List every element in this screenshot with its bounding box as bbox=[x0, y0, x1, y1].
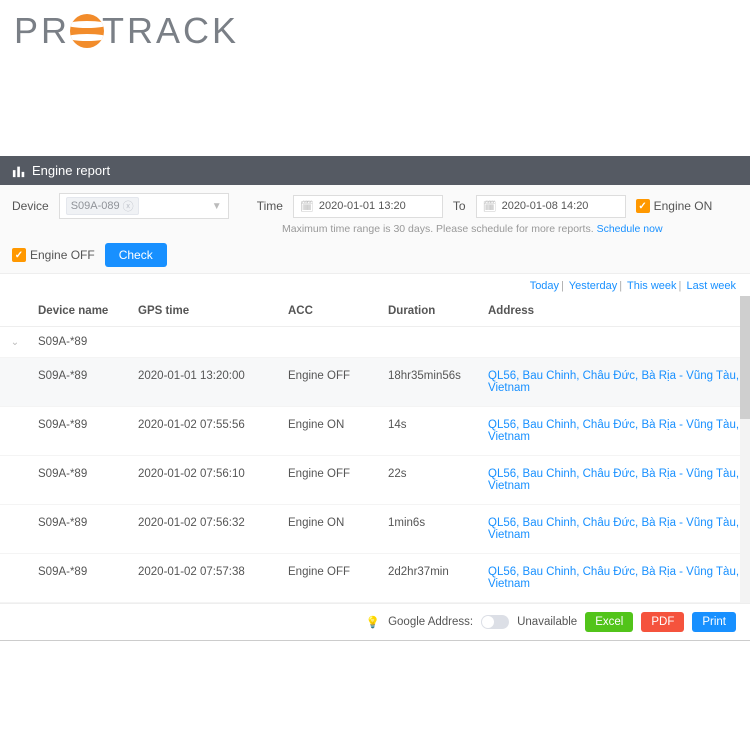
cell-device: S09A-*89 bbox=[30, 407, 130, 456]
device-label: Device bbox=[12, 199, 49, 213]
calendar-icon: 🗓 bbox=[300, 200, 314, 213]
cell-device: S09A-*89 bbox=[30, 456, 130, 505]
cell-address[interactable]: QL56, Bau Chinh, Châu Đức, Bà Rịa - Vũng… bbox=[480, 407, 750, 456]
cell-gps: 2020-01-01 13:20:00 bbox=[130, 358, 280, 407]
cell-address[interactable]: QL56, Bau Chinh, Châu Đức, Bà Rịa - Vũng… bbox=[480, 554, 750, 603]
cell-gps: 2020-01-02 07:56:32 bbox=[130, 505, 280, 554]
calendar-icon: 🗓 bbox=[483, 200, 497, 213]
bars-icon bbox=[12, 164, 26, 178]
cell-device: S09A-*89 bbox=[30, 554, 130, 603]
time-hint: Maximum time range is 30 days. Please sc… bbox=[12, 223, 738, 235]
report-title: Engine report bbox=[32, 163, 110, 178]
chevron-down-icon: ⌄ bbox=[11, 337, 19, 348]
cell-acc: Engine ON bbox=[280, 407, 380, 456]
table-row: S09A-*892020-01-02 07:57:38Engine OFF2d2… bbox=[0, 554, 750, 603]
filter-bar: Device S09A-089 ⓧ ▼ Time 🗓 2020-01-01 13… bbox=[0, 185, 750, 274]
device-select[interactable]: S09A-089 ⓧ ▼ bbox=[59, 193, 229, 219]
cell-acc: Engine OFF bbox=[280, 358, 380, 407]
cell-duration: 22s bbox=[380, 456, 480, 505]
cell-address[interactable]: QL56, Bau Chinh, Châu Đức, Bà Rịa - Vũng… bbox=[480, 456, 750, 505]
scrollbar-thumb[interactable] bbox=[740, 296, 750, 419]
table-row: S09A-*892020-01-02 07:56:10Engine OFF22s… bbox=[0, 456, 750, 505]
brand-logo-icon bbox=[70, 14, 104, 48]
checkbox-checked-icon: ✓ bbox=[12, 248, 26, 262]
report-table-wrap: Device name GPS time ACC Duration Addres… bbox=[0, 296, 750, 603]
table-row: S09A-*892020-01-02 07:56:32Engine ON1min… bbox=[0, 505, 750, 554]
cell-address[interactable]: QL56, Bau Chinh, Châu Đức, Bà Rịa - Vũng… bbox=[480, 505, 750, 554]
print-button[interactable]: Print bbox=[692, 612, 736, 632]
col-address: Address bbox=[480, 296, 750, 327]
cell-acc: Engine OFF bbox=[280, 554, 380, 603]
cell-gps: 2020-01-02 07:57:38 bbox=[130, 554, 280, 603]
bulb-icon: 💡 bbox=[366, 615, 380, 629]
report-header: Engine report bbox=[0, 156, 750, 185]
cell-duration: 1min6s bbox=[380, 505, 480, 554]
col-device: Device name bbox=[30, 296, 130, 327]
quick-this-week[interactable]: This week bbox=[627, 280, 677, 292]
quick-links: Today| Yesterday| This week| Last week bbox=[0, 274, 750, 296]
cell-acc: Engine OFF bbox=[280, 456, 380, 505]
tag-close-icon[interactable]: ⓧ bbox=[123, 198, 134, 214]
table-group-row[interactable]: ⌄ S09A-*89 bbox=[0, 327, 750, 358]
checkbox-checked-icon: ✓ bbox=[636, 199, 650, 213]
unavailable-label: Unavailable bbox=[517, 616, 577, 628]
col-duration: Duration bbox=[380, 296, 480, 327]
google-address-toggle[interactable] bbox=[481, 615, 509, 629]
table-row: S09A-*892020-01-01 13:20:00Engine OFF18h… bbox=[0, 358, 750, 407]
scrollbar[interactable] bbox=[740, 296, 750, 603]
cell-gps: 2020-01-02 07:55:56 bbox=[130, 407, 280, 456]
cell-duration: 18hr35min56s bbox=[380, 358, 480, 407]
engine-on-checkbox[interactable]: ✓ Engine ON bbox=[636, 199, 713, 213]
chevron-down-icon: ▼ bbox=[212, 201, 222, 212]
quick-today[interactable]: Today bbox=[530, 280, 559, 292]
device-tag[interactable]: S09A-089 ⓧ bbox=[66, 197, 139, 215]
google-address-label: Google Address: bbox=[388, 616, 473, 628]
brand-pre: PR bbox=[14, 10, 70, 52]
cell-device: S09A-*89 bbox=[30, 505, 130, 554]
to-date-input[interactable]: 🗓 2020-01-08 14:20 bbox=[476, 195, 626, 218]
group-label: S09A-*89 bbox=[30, 327, 750, 358]
col-acc: ACC bbox=[280, 296, 380, 327]
engine-off-checkbox[interactable]: ✓ Engine OFF bbox=[12, 248, 95, 262]
cell-duration: 14s bbox=[380, 407, 480, 456]
schedule-link[interactable]: Schedule now bbox=[597, 223, 663, 235]
cell-device: S09A-*89 bbox=[30, 358, 130, 407]
footer-bar: 💡 Google Address: Unavailable Excel PDF … bbox=[0, 603, 750, 641]
to-label: To bbox=[453, 199, 466, 213]
brand-post: TRACK bbox=[102, 10, 239, 52]
cell-address[interactable]: QL56, Bau Chinh, Châu Đức, Bà Rịa - Vũng… bbox=[480, 358, 750, 407]
quick-yesterday[interactable]: Yesterday bbox=[569, 280, 618, 292]
cell-gps: 2020-01-02 07:56:10 bbox=[130, 456, 280, 505]
check-button[interactable]: Check bbox=[105, 243, 167, 267]
cell-duration: 2d2hr37min bbox=[380, 554, 480, 603]
quick-last-week[interactable]: Last week bbox=[686, 280, 736, 292]
table-row: S09A-*892020-01-02 07:55:56Engine ON14sQ… bbox=[0, 407, 750, 456]
brand-logo: PR TRACK bbox=[0, 0, 750, 56]
export-excel-button[interactable]: Excel bbox=[585, 612, 633, 632]
report-table: Device name GPS time ACC Duration Addres… bbox=[0, 296, 750, 603]
from-date-input[interactable]: 🗓 2020-01-01 13:20 bbox=[293, 195, 443, 218]
time-label: Time bbox=[257, 199, 283, 213]
col-gps: GPS time bbox=[130, 296, 280, 327]
cell-acc: Engine ON bbox=[280, 505, 380, 554]
export-pdf-button[interactable]: PDF bbox=[641, 612, 684, 632]
